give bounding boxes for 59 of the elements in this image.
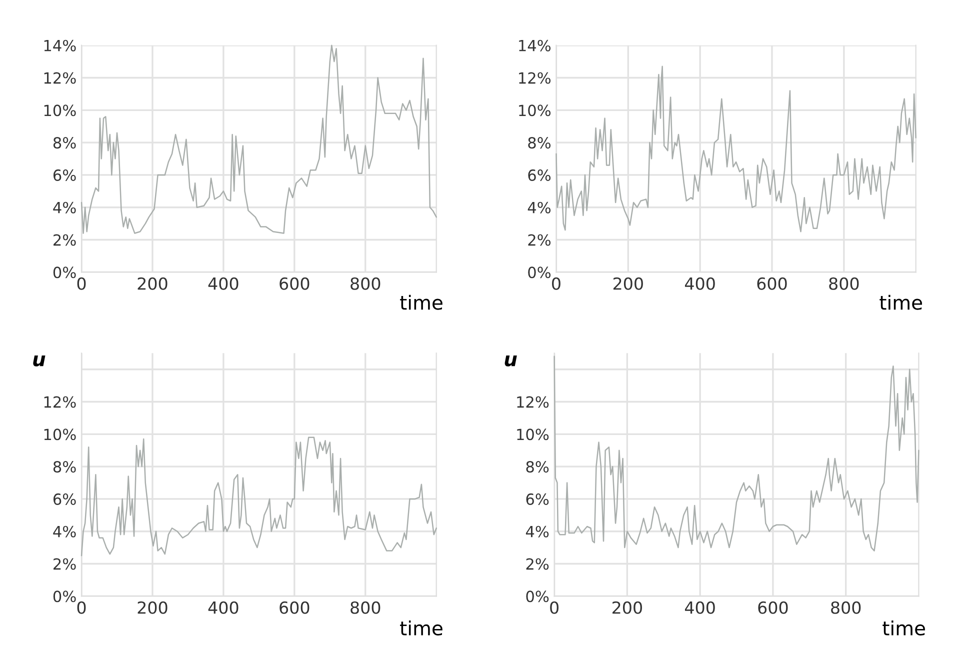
y-tick-label: 6% xyxy=(528,169,551,181)
x-tick-label: 600 xyxy=(280,601,310,614)
x-tick-label: 400 xyxy=(684,601,715,614)
x-tick-label: 600 xyxy=(758,601,788,614)
x-tick-label: 600 xyxy=(757,277,787,290)
x-axis-title: time xyxy=(400,620,442,636)
y-tick-label: 0% xyxy=(53,266,76,278)
y-tick-label: 10% xyxy=(44,428,76,440)
x-tick-label: 600 xyxy=(280,277,310,290)
line-series xyxy=(554,356,920,552)
y-tick-label: 12% xyxy=(519,72,551,84)
x-tick-label: 0 xyxy=(550,601,558,614)
y-tick-label: 8% xyxy=(528,137,551,149)
x-tick-label: 800 xyxy=(831,601,861,614)
y-tick-label: 2% xyxy=(54,558,76,570)
x-tick-label: 0 xyxy=(77,601,86,614)
y-tick-label: 4% xyxy=(526,526,549,538)
line-series xyxy=(80,436,437,556)
y-tick-label: 10% xyxy=(519,104,551,116)
y-tick-label: 12% xyxy=(44,396,76,408)
y-tick-label: 8% xyxy=(526,461,549,473)
y-axis-title: u xyxy=(33,355,46,366)
x-tick-label: 400 xyxy=(208,601,238,614)
x-tick-label: 800 xyxy=(829,277,859,290)
y-axis-title: u xyxy=(504,355,517,366)
y-tick-label: 10% xyxy=(517,428,549,440)
x-tick-label: 0 xyxy=(552,277,560,290)
y-tick-label: 6% xyxy=(53,169,76,181)
y-tick-label: 4% xyxy=(528,202,551,214)
x-axis-title: time xyxy=(882,620,925,636)
x-tick-label: 400 xyxy=(684,277,715,290)
x-tick-label: 200 xyxy=(613,277,643,290)
y-tick-label: 0% xyxy=(53,590,76,602)
y-tick-label: 10% xyxy=(44,104,76,116)
y-tick-label: 2% xyxy=(54,234,76,246)
x-tick-label: 200 xyxy=(612,601,642,614)
x-tick-label: 800 xyxy=(350,277,380,290)
y-tick-label: 0% xyxy=(528,266,551,278)
y-tick-label: 14% xyxy=(519,40,551,52)
y-tick-label: 14% xyxy=(44,40,76,52)
x-tick-label: 200 xyxy=(138,277,168,290)
y-tick-label: 4% xyxy=(53,526,76,538)
x-tick-label: 800 xyxy=(350,601,380,614)
y-tick-label: 8% xyxy=(53,461,76,473)
line-series xyxy=(556,66,916,232)
y-tick-label: 8% xyxy=(53,137,76,149)
y-tick-label: 6% xyxy=(53,493,76,505)
y-tick-label: 2% xyxy=(528,234,551,246)
x-tick-label: 0 xyxy=(77,277,86,290)
y-tick-label: 12% xyxy=(44,72,76,84)
y-tick-label: 6% xyxy=(526,493,549,505)
y-tick-label: 12% xyxy=(517,396,549,408)
y-tick-label: 4% xyxy=(53,202,76,214)
x-tick-label: 400 xyxy=(208,277,238,290)
y-tick-label: 2% xyxy=(526,558,549,570)
y-tick-label: 0% xyxy=(526,590,549,602)
x-axis-title: time xyxy=(880,294,922,310)
x-tick-label: 200 xyxy=(138,601,168,614)
x-axis-title: time xyxy=(400,294,442,310)
